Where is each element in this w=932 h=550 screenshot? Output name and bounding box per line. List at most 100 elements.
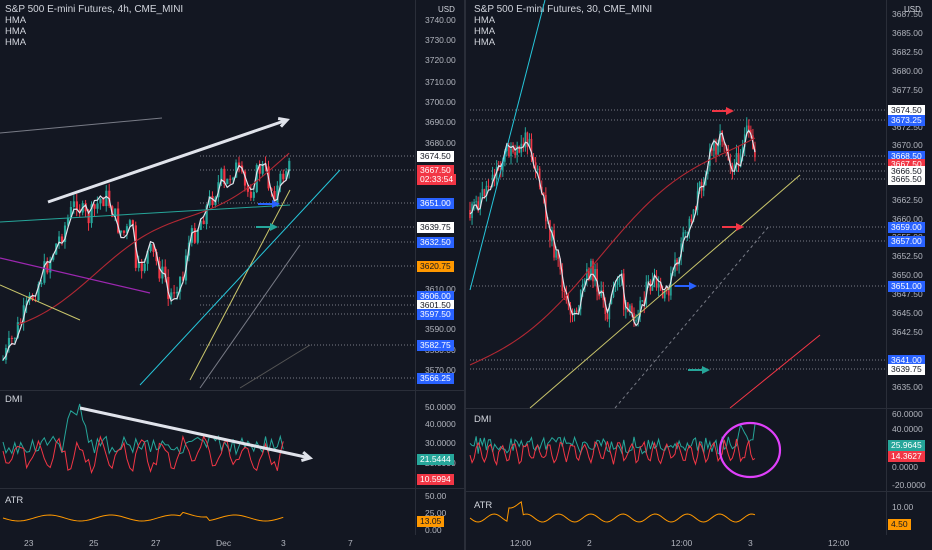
right-candle-body[interactable] [581,283,584,290]
right-indicator-hma-2[interactable]: HMA [474,26,496,37]
right-chart[interactable]: S&P 500 E-mini Futures, 30, CME_MINI HMA… [466,0,932,550]
right-candle-body[interactable] [579,289,582,310]
left-pane-separator-2[interactable] [0,488,464,489]
left-candle-body[interactable] [211,196,214,205]
right-red-arrow-2-head[interactable] [736,223,744,231]
right-candle-body[interactable] [668,290,670,296]
right-candle-body[interactable] [684,232,687,234]
left-time-label[interactable]: 25 [89,538,99,548]
left-candle-body[interactable] [208,196,211,206]
right-price-tick[interactable]: 3680.00 [892,66,923,76]
right-candle-body[interactable] [661,290,664,299]
left-price-tick[interactable]: 3680.00 [425,138,456,148]
left-candle-body[interactable] [273,191,276,203]
right-price-tick[interactable]: 3682.50 [892,47,923,57]
right-red-arrow-1-head[interactable] [726,107,734,115]
left-candle-body[interactable] [246,185,250,192]
left-candle-body[interactable] [238,162,241,166]
right-candle-body[interactable] [586,269,588,281]
right-candle-body[interactable] [555,250,557,258]
left-chart[interactable]: S&P 500 E-mini Futures, 4h, CME_MINI HMA… [0,0,464,550]
left-price-tag[interactable]: 3582.75 [417,340,454,351]
right-candle-body[interactable] [754,148,756,158]
left-time-label[interactable]: Dec [216,538,232,548]
right-candle-body[interactable] [594,268,596,282]
left-candle-body[interactable] [102,198,105,207]
right-candle-body[interactable] [639,300,641,317]
left-candle-body[interactable] [152,243,155,252]
right-candle-body[interactable] [618,278,621,280]
left-price-tick[interactable]: 3720.00 [425,55,456,65]
right-price-tick[interactable]: 3650.00 [892,270,923,280]
right-candle-body[interactable] [739,154,742,167]
right-dmi-tick[interactable]: -20.0000 [892,480,926,490]
right-candle-body[interactable] [694,209,697,211]
left-candle-body[interactable] [105,190,108,207]
left-candle-body[interactable] [117,208,120,233]
right-candle-body[interactable] [731,165,734,171]
left-time-label[interactable]: 3 [281,538,286,548]
right-candle-body[interactable] [629,305,631,312]
left-candle-body[interactable] [10,337,14,339]
left-candle-body[interactable] [120,230,123,233]
right-candle-body[interactable] [479,196,482,211]
right-dmi-tick[interactable]: 0.0000 [892,462,918,472]
left-candle-body[interactable] [19,322,22,324]
right-candle-body[interactable] [524,132,527,148]
right-price-tick[interactable]: 3635.00 [892,382,923,392]
right-candle-body[interactable] [606,313,609,320]
right-candle-body[interactable] [686,231,689,233]
left-candle-body[interactable] [196,229,199,243]
right-candle-body[interactable] [635,319,637,322]
right-candle-body[interactable] [561,269,564,291]
left-price-tag[interactable]: 3667.50 [417,165,454,176]
right-atr-label[interactable]: ATR [474,500,493,511]
left-candle-body[interactable] [96,203,99,209]
right-hma-red[interactable] [469,137,756,366]
left-candle-body[interactable] [258,165,261,174]
left-candle-body[interactable] [7,337,11,348]
right-candle-body[interactable] [641,300,643,302]
right-candle-body[interactable] [608,303,611,320]
left-candle-body[interactable] [22,305,25,323]
left-candle-body[interactable] [179,276,182,292]
right-time-label[interactable]: 12:00 [828,538,850,548]
left-candle-body[interactable] [232,177,235,180]
right-candle-body[interactable] [692,209,695,223]
left-price-tick[interactable]: 3730.00 [425,35,456,45]
right-candle-body[interactable] [489,186,492,188]
left-candle-body[interactable] [181,276,185,281]
right-candle-body[interactable] [567,300,570,306]
left-price-tag[interactable]: 3606.00 [417,291,454,302]
right-candle-body[interactable] [600,290,602,297]
left-resistance-line[interactable] [0,117,163,134]
right-candle-body[interactable] [528,138,531,147]
left-price-tick[interactable]: 3590.00 [425,324,456,334]
left-candle-body[interactable] [199,220,202,230]
right-candle-body[interactable] [670,273,672,296]
right-red-line[interactable] [729,334,821,409]
right-candle-body[interactable] [575,310,578,313]
right-price-tick[interactable]: 3670.00 [892,140,923,150]
right-candle-body[interactable] [549,220,551,241]
right-candle-body[interactable] [743,134,746,148]
left-dmi-minus[interactable] [2,434,284,475]
left-candle-body[interactable] [243,171,247,186]
left-candle-body[interactable] [220,168,223,183]
left-candle-body[interactable] [167,276,170,299]
right-pane-separator-2[interactable] [466,491,932,492]
right-candle-body[interactable] [475,201,477,203]
right-candle-body[interactable] [631,305,633,313]
left-candle-body[interactable] [99,198,102,204]
left-candle-body[interactable] [226,178,229,184]
right-candle-body[interactable] [651,279,654,291]
pane-divider[interactable] [464,0,466,550]
right-price-tag[interactable]: 3639.75 [888,364,925,375]
right-price-tick[interactable]: 3672.50 [892,122,923,132]
right-candle-body[interactable] [643,300,646,305]
left-candle-body[interactable] [149,243,152,252]
right-price-tag[interactable]: 3674.50 [888,105,925,116]
right-candle-body[interactable] [604,300,607,314]
right-candle-body[interactable] [536,168,539,170]
left-candle-body[interactable] [49,259,52,273]
